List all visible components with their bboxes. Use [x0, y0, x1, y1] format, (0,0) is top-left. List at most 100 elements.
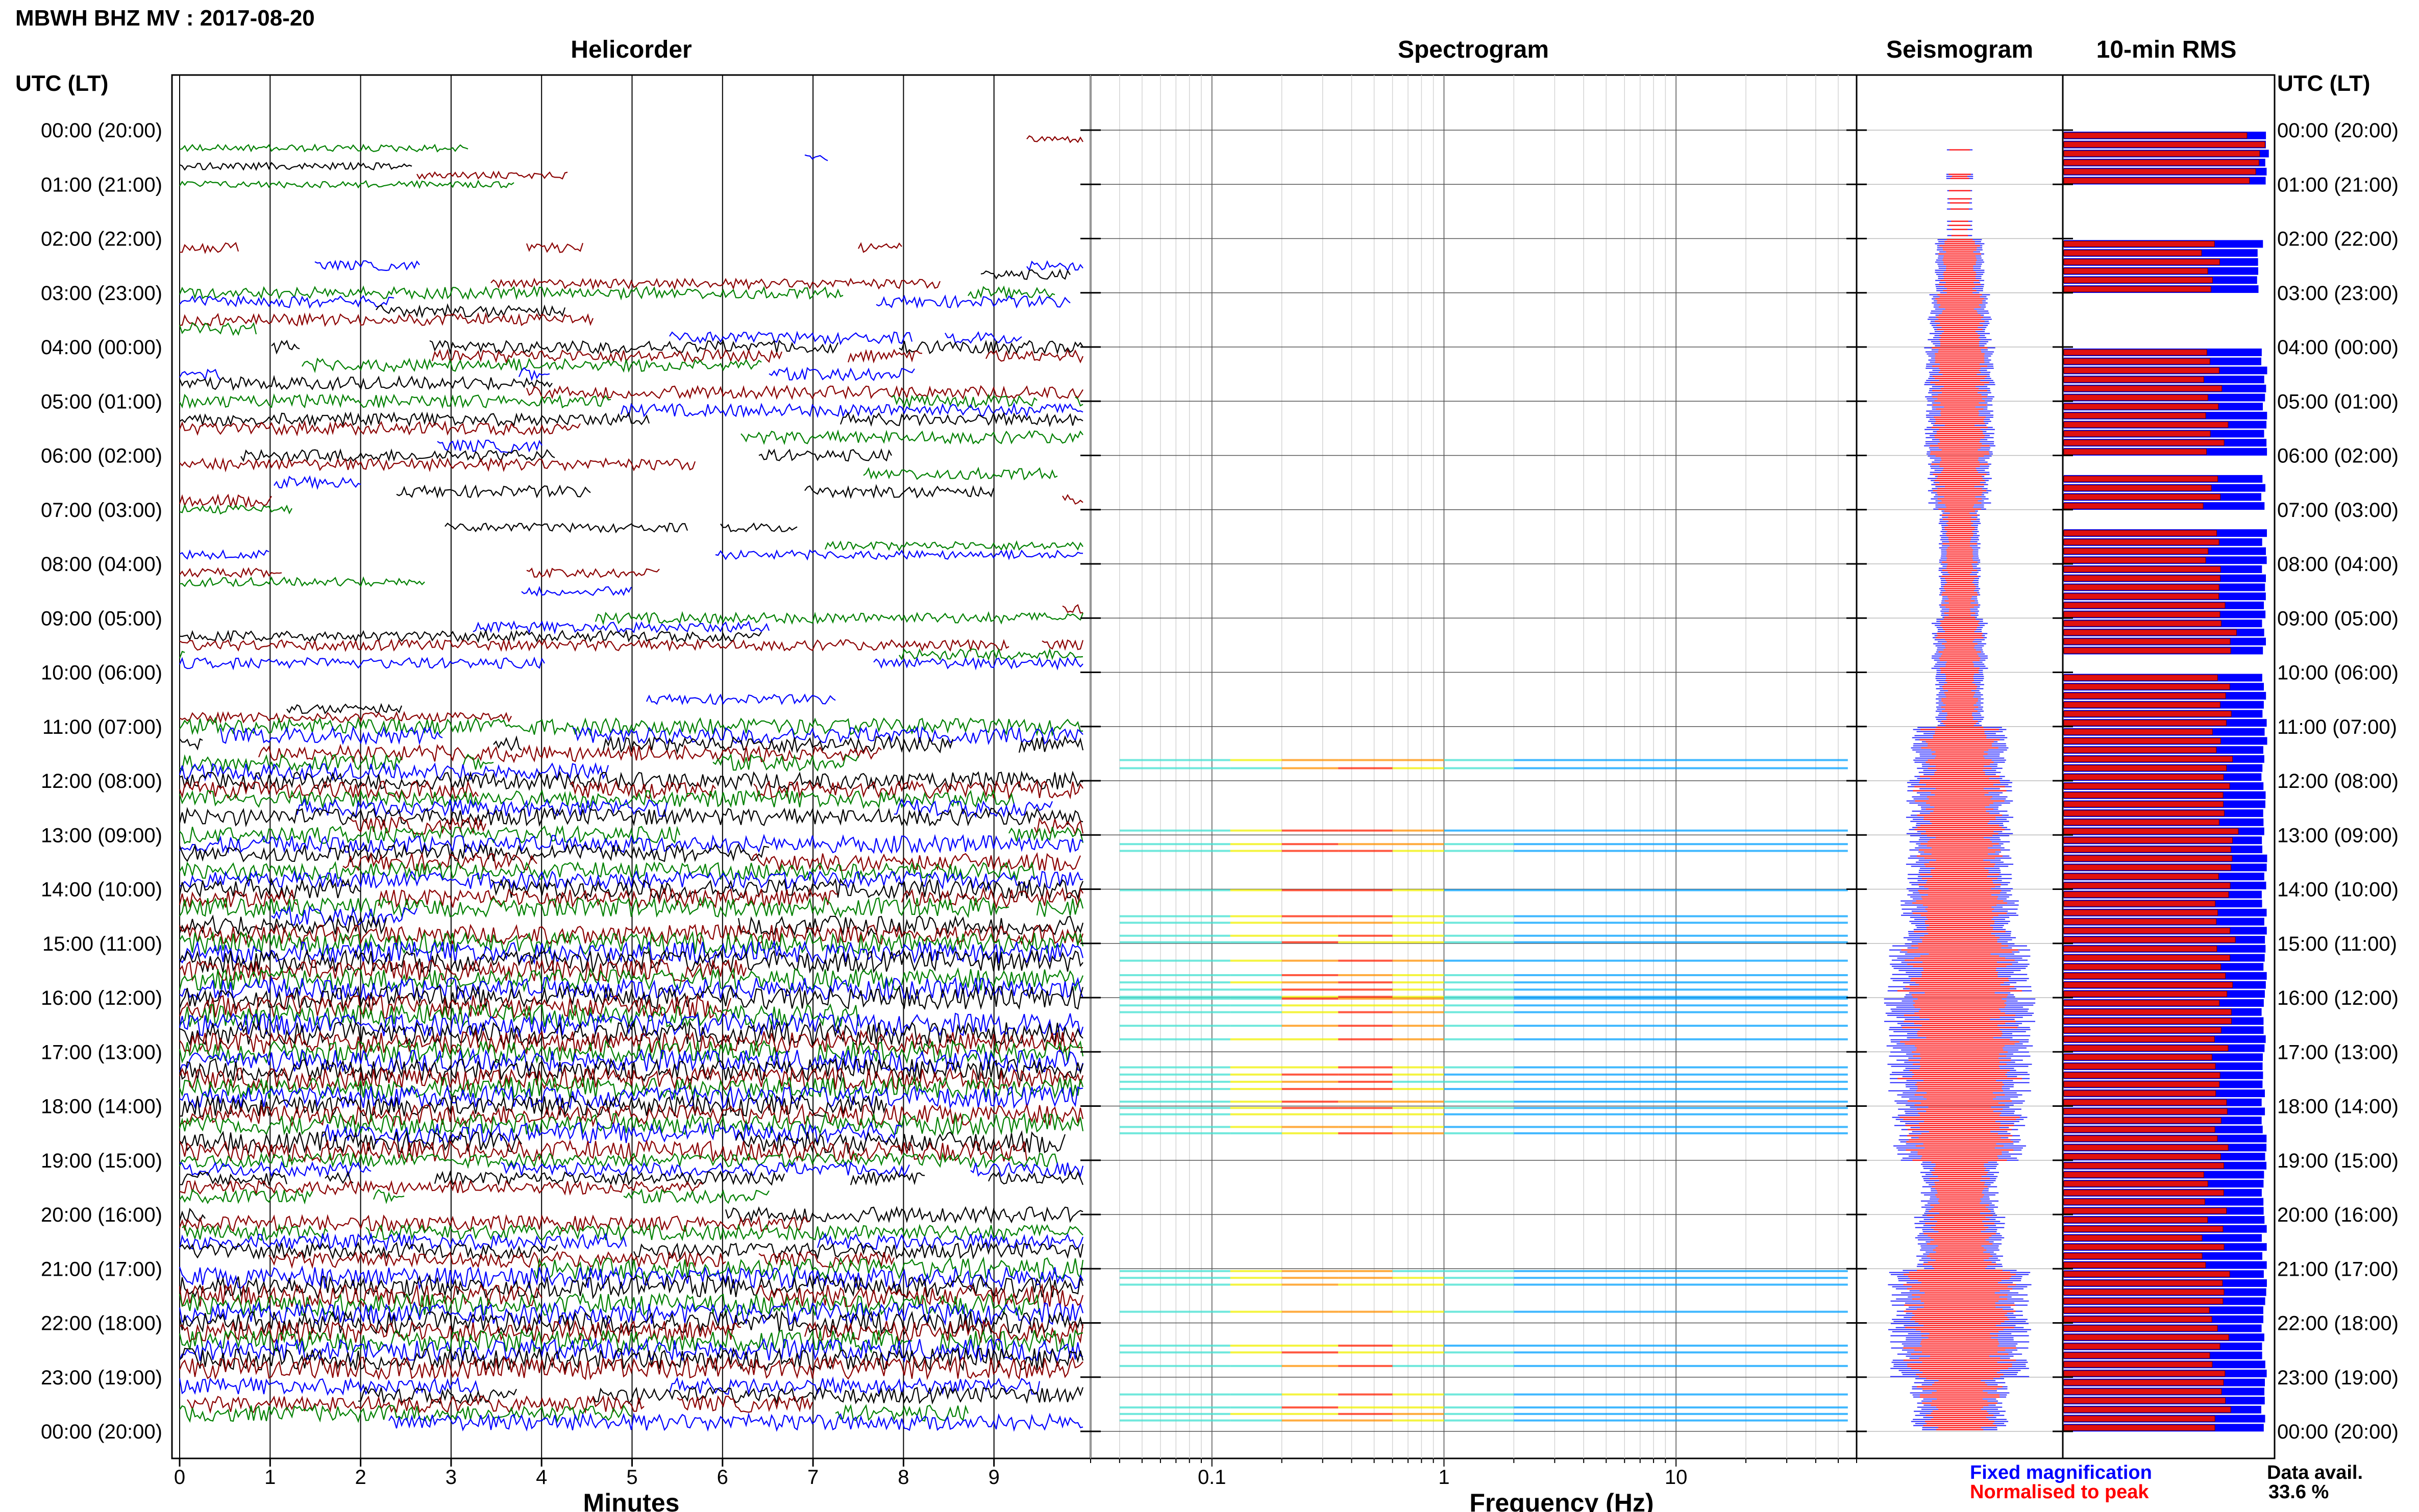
- spectrogram-cell: [1338, 974, 1393, 976]
- spectrogram-cell: [1119, 996, 1176, 998]
- rms-normalised-bar: [2063, 946, 2217, 952]
- spectrogram-cell: [1392, 843, 1444, 846]
- rms-normalised-bar: [2063, 1406, 2231, 1413]
- helicorder-trace: [179, 1151, 1058, 1169]
- spectrogram-cell: [1787, 922, 1848, 924]
- rms-normalised-bar: [2063, 1334, 2229, 1341]
- spectrogram-cell: [1584, 998, 1654, 1000]
- spectrogram-cell: [1119, 981, 1176, 984]
- helicorder-trace: [187, 1395, 813, 1414]
- helicorder-trace: [179, 1003, 859, 1028]
- spectrogram-cell: [1584, 1345, 1654, 1347]
- spectrogram-cell: [1514, 1412, 1584, 1415]
- spectrogram-cell: [1281, 1004, 1339, 1007]
- spectrogram-cell: [1584, 1283, 1654, 1286]
- spectrogram-cell: [1653, 1025, 1723, 1027]
- spectrogram-cell: [1444, 974, 1514, 976]
- spectrogram-cell: [1787, 1277, 1848, 1279]
- spectrogram-cell: [1230, 1073, 1282, 1076]
- spectrogram-cell: [1230, 981, 1282, 984]
- spectrogram-cell: [1723, 829, 1787, 832]
- helicorder-trace: [1026, 135, 1083, 143]
- helicorder-trace: [179, 1265, 1083, 1290]
- spectrogram-cell: [1176, 941, 1230, 944]
- helicorder-x-tick-label: 7: [807, 1466, 819, 1489]
- helicorder-trace: [416, 170, 568, 180]
- spectrogram-cell: [1176, 1004, 1230, 1007]
- spectrogram-cell: [1338, 1126, 1393, 1128]
- spectrogram-cell: [1230, 1132, 1282, 1134]
- time-tick-label-right: 06:00 (02:00): [2277, 445, 2399, 467]
- rms-normalised-bar: [2063, 611, 2220, 618]
- spectrogram-cell: [1584, 988, 1654, 991]
- spectrogram-cell: [1119, 1365, 1176, 1367]
- spectrogram-cell: [1281, 1126, 1339, 1128]
- rms-normalised-bar: [2063, 675, 2218, 681]
- spectrogram-cell: [1444, 1365, 1514, 1367]
- spectrogram-cell: [1281, 843, 1339, 846]
- rms-normalised-bar: [2063, 1045, 2229, 1052]
- spectrogram-cell: [1176, 1113, 1230, 1116]
- helicorder-trace: [179, 285, 1055, 301]
- spectrogram-cell: [1444, 998, 1514, 1000]
- time-tick-label-left: 22:00 (18:00): [41, 1312, 162, 1335]
- spectrogram-cell: [1392, 974, 1444, 976]
- spectrogram-frame: [1090, 74, 1858, 1459]
- helicorder-trace: [179, 1188, 770, 1205]
- page-title: MBWH BHZ MV : 2017-08-20: [15, 6, 315, 31]
- spectrogram-cell: [1119, 974, 1176, 976]
- rms-normalised-bar: [2063, 1018, 2232, 1024]
- time-tick-label-left: 10:00 (06:00): [41, 662, 162, 684]
- spectrogram-cell: [1338, 1038, 1393, 1040]
- spectrogram-cell: [1392, 1393, 1444, 1396]
- data-availability-value: 33.6 %: [2268, 1481, 2329, 1503]
- spectrogram-cell: [1176, 829, 1230, 832]
- rms-normalised-bar: [2063, 710, 2232, 717]
- helicorder-trace: [179, 788, 1015, 809]
- helicorder-x-tick-label: 4: [536, 1466, 547, 1489]
- spectrogram-cell: [1281, 1406, 1339, 1409]
- spectrogram-cell: [1653, 759, 1723, 761]
- time-tick-label-left: 04:00 (00:00): [41, 336, 162, 359]
- spectrogram-cell: [1653, 922, 1723, 924]
- spectrogram-cell: [1392, 1419, 1444, 1422]
- spectrogram-cell: [1338, 829, 1393, 832]
- helicorder-trace: [179, 393, 1083, 409]
- spectrogram-cell: [1787, 981, 1848, 984]
- rms-normalised-bar: [2063, 268, 2208, 275]
- spectrogram-cell: [1444, 850, 1514, 852]
- rms-normalised-bar: [2063, 792, 2224, 799]
- rms-normalised-bar: [2063, 882, 2231, 889]
- rms-normalised-bar: [2063, 1199, 2205, 1205]
- spectrogram-cell: [1176, 850, 1230, 852]
- spectrogram-cell: [1230, 996, 1282, 998]
- helicorder-trace: [240, 448, 892, 463]
- spectrogram-cell: [1338, 1100, 1393, 1103]
- spectrogram-cell: [1176, 1132, 1230, 1134]
- spectrogram-cell: [1653, 889, 1723, 891]
- helicorder-trace: [179, 877, 1084, 901]
- rms-normalised-bar: [2063, 539, 2219, 546]
- spectrogram-cell: [1392, 1132, 1444, 1134]
- spectrogram-cell: [1444, 843, 1514, 846]
- time-tick-label-right: 01:00 (21:00): [2277, 173, 2399, 196]
- rms-normalised-bar: [2063, 647, 2231, 654]
- spectrogram-cell: [1723, 1270, 1787, 1272]
- spectrogram-cell: [1119, 1107, 1176, 1109]
- time-tick-label-left: 14:00 (10:00): [41, 879, 162, 901]
- time-tick-label-right: 09:00 (05:00): [2277, 607, 2399, 630]
- rms-normalised-bar: [2063, 846, 2231, 853]
- time-tick-label-right: 03:00 (23:00): [2277, 282, 2399, 305]
- spectrogram-cell: [1723, 1351, 1787, 1354]
- rms-normalised-bar: [2063, 430, 2211, 437]
- time-tick-label-left: 20:00 (16:00): [41, 1204, 162, 1226]
- helicorder-trace: [179, 753, 859, 773]
- legend-fixed-label: Fixed magnification: [1970, 1462, 2152, 1483]
- spectrogram-cell: [1119, 922, 1176, 924]
- spectrogram-cell: [1653, 1412, 1723, 1415]
- spectrogram-cell: [1230, 1088, 1282, 1090]
- spectrogram-cell: [1281, 1088, 1339, 1090]
- helicorder-trace: [179, 870, 1083, 891]
- spectrogram-cell: [1230, 1100, 1282, 1103]
- rms-normalised-bar: [2063, 720, 2227, 726]
